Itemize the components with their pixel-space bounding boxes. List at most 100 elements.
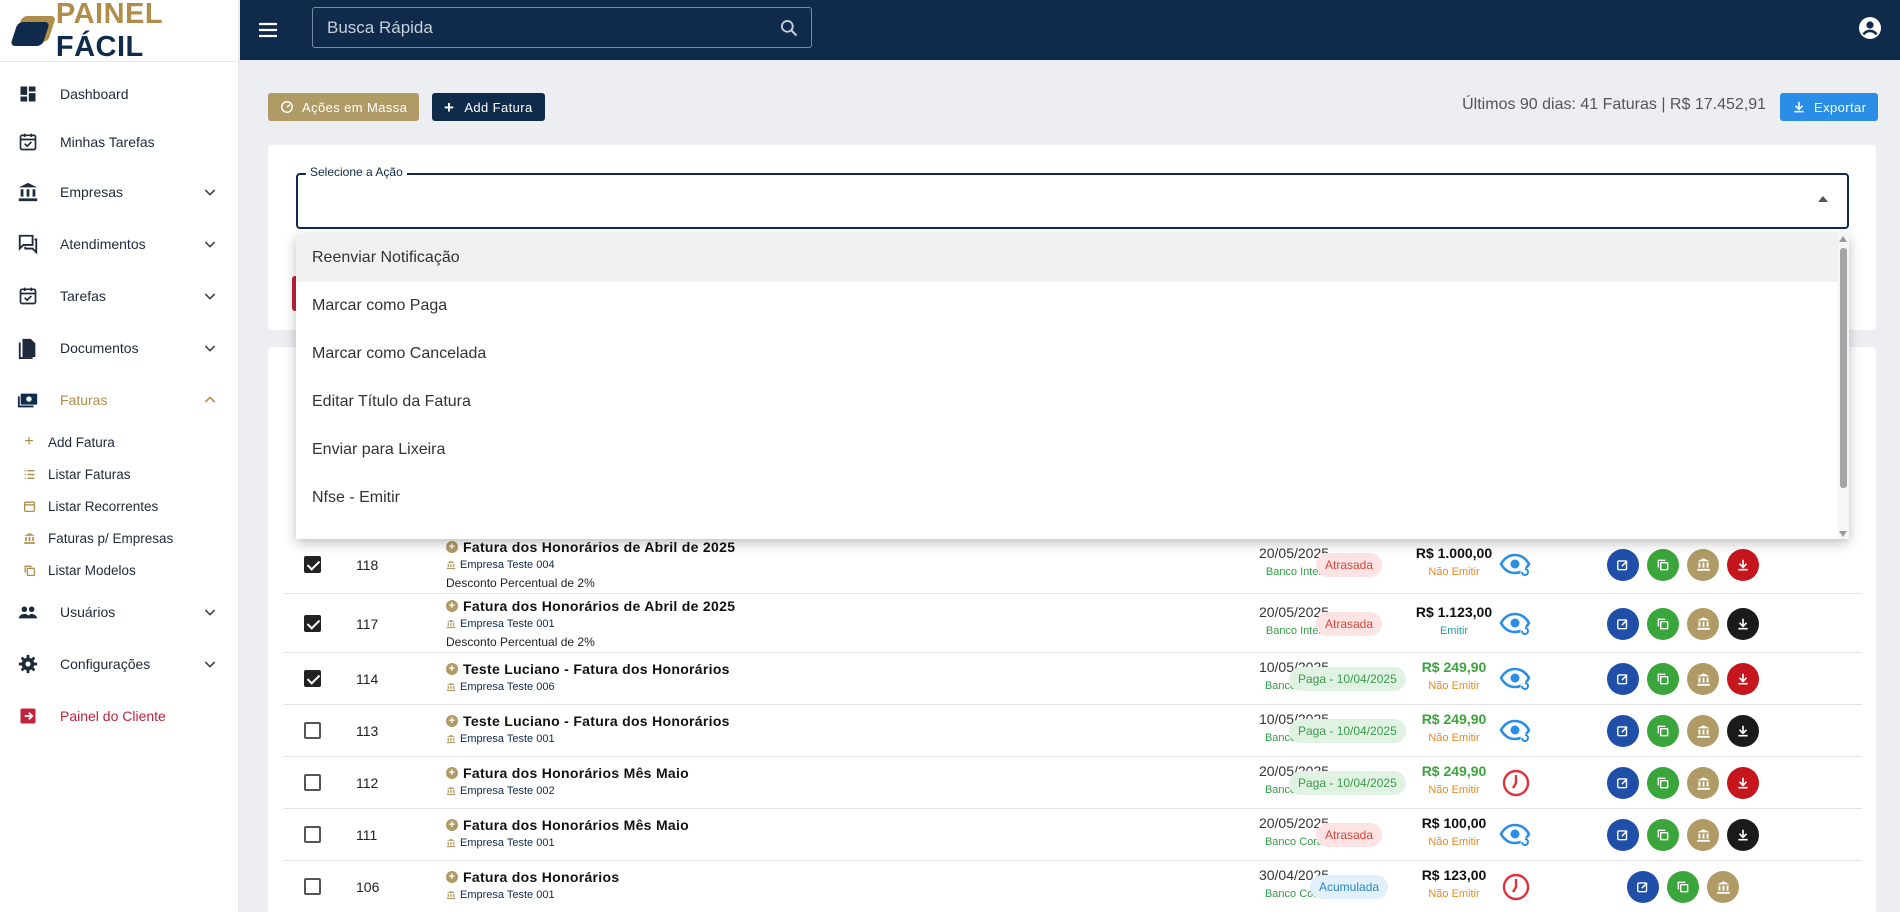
invoice-title[interactable]: + Teste Luciano - Fatura dos Honorários — [446, 713, 730, 729]
brand-logo[interactable]: PAINEL FÁCIL — [0, 0, 238, 63]
row-checkbox[interactable] — [304, 555, 321, 573]
search-input[interactable] — [313, 8, 811, 47]
nfse-status[interactable]: Não Emitir — [1428, 680, 1480, 692]
dropdown-scrollbar[interactable] — [1838, 234, 1849, 539]
duplicate-button[interactable] — [1667, 871, 1699, 903]
status-badge: Paga - 10/04/2025 — [1289, 771, 1406, 795]
sidebar-item-painel-do-cliente[interactable]: Painel do Cliente — [0, 690, 238, 742]
view-notification-icon[interactable] — [1499, 823, 1531, 847]
nfse-status[interactable]: Não Emitir — [1428, 784, 1480, 796]
search-icon[interactable] — [779, 18, 799, 43]
download-button[interactable] — [1727, 663, 1759, 695]
view-notification-icon[interactable] — [1499, 612, 1531, 636]
action-option-marcar-como-cancelada[interactable]: Marcar como Cancelada — [312, 345, 487, 362]
chevron-up-icon[interactable] — [202, 392, 218, 411]
download-button[interactable] — [1727, 607, 1759, 640]
clock-icon[interactable] — [1502, 769, 1530, 797]
download-button[interactable] — [1727, 548, 1759, 581]
chevron-down-icon[interactable] — [202, 184, 218, 203]
action-option-nfse-emitir[interactable]: Nfse - Emitir — [312, 489, 400, 506]
account-icon[interactable] — [1858, 16, 1882, 45]
invoice-title[interactable]: + Fatura dos Honorários Mês Maio — [446, 817, 689, 833]
edit-button[interactable] — [1607, 715, 1639, 747]
sidebar-item-empresas[interactable]: Empresas — [0, 166, 238, 218]
action-option-reenviar-notificacao[interactable]: Reenviar Notificação — [296, 234, 1849, 282]
view-notification-icon[interactable] — [1499, 667, 1531, 691]
action-option-enviar-para-lixeira[interactable]: Enviar para Lixeira — [312, 441, 446, 458]
bank-button[interactable] — [1687, 819, 1719, 851]
scrollbar-thumb[interactable] — [1840, 248, 1847, 488]
mass-actions-button[interactable]: Ações em Massa — [268, 93, 420, 121]
row-checkbox[interactable] — [304, 826, 321, 843]
invoice-due-date: 20/05/2025 — [1258, 604, 1330, 620]
invoice-title[interactable]: + Fatura dos Honorários de Abril de 2025 — [446, 539, 735, 555]
clock-icon[interactable] — [1502, 873, 1530, 901]
view-notification-icon[interactable] — [1499, 719, 1531, 743]
row-checkbox[interactable] — [304, 774, 321, 791]
duplicate-button[interactable] — [1647, 548, 1679, 581]
view-notification-icon[interactable] — [1499, 553, 1531, 577]
edit-button[interactable] — [1607, 819, 1639, 851]
sidebar-item-usuarios[interactable]: Usuários — [0, 586, 238, 638]
sidebar-subitem-faturas-p-empresas[interactable]: Faturas p/ Empresas — [0, 522, 238, 554]
invoice-title[interactable]: + Fatura dos Honorários de Abril de 2025 — [446, 598, 735, 614]
edit-button[interactable] — [1607, 767, 1639, 799]
edit-button[interactable] — [1607, 663, 1639, 695]
menu-icon[interactable] — [256, 18, 280, 42]
edit-button[interactable] — [1607, 607, 1639, 640]
duplicate-button[interactable] — [1647, 607, 1679, 640]
export-button[interactable]: Exportar — [1780, 93, 1879, 121]
duplicate-button[interactable] — [1647, 767, 1679, 799]
invoice-title[interactable]: + Fatura dos Honorários Mês Maio — [446, 765, 689, 781]
invoice-title[interactable]: + Fatura dos Honorários — [446, 869, 619, 885]
bank-button[interactable] — [1707, 871, 1739, 903]
scroll-up-icon[interactable] — [1839, 236, 1847, 242]
nfse-status[interactable]: Não Emitir — [1428, 732, 1480, 744]
duplicate-button[interactable] — [1647, 663, 1679, 695]
sidebar-subitem-listar-faturas[interactable]: Listar Faturas — [0, 458, 238, 490]
row-checkbox[interactable] — [304, 614, 321, 632]
nfse-status[interactable]: Não Emitir — [1428, 888, 1480, 900]
sidebar-item-minhas-tarefas[interactable]: Minhas Tarefas — [0, 118, 238, 166]
row-checkbox[interactable] — [304, 878, 321, 895]
sidebar-item-configuracoes[interactable]: Configurações — [0, 638, 238, 690]
chevron-down-icon[interactable] — [202, 604, 218, 623]
download-button[interactable] — [1727, 767, 1759, 799]
sidebar-item-atendimentos[interactable]: Atendimentos — [0, 218, 238, 270]
nfse-status[interactable]: Emitir — [1439, 625, 1469, 637]
chevron-down-icon[interactable] — [202, 236, 218, 255]
duplicate-button[interactable] — [1647, 819, 1679, 851]
sidebar-item-tarefas[interactable]: Tarefas — [0, 270, 238, 322]
invoice-title[interactable]: + Teste Luciano - Fatura dos Honorários — [446, 661, 730, 677]
scroll-down-icon[interactable] — [1839, 531, 1847, 537]
sidebar-item-dashboard[interactable]: Dashboard — [0, 70, 238, 118]
bank-button[interactable] — [1687, 767, 1719, 799]
action-option-marcar-como-paga[interactable]: Marcar como Paga — [312, 297, 448, 314]
bank-button[interactable] — [1687, 548, 1719, 581]
sidebar-item-faturas[interactable]: Faturas — [0, 374, 238, 426]
caret-up-icon[interactable] — [1818, 196, 1828, 202]
invoice-id: 114 — [356, 671, 379, 687]
download-button[interactable] — [1727, 715, 1759, 747]
nfse-status[interactable]: Não Emitir — [1428, 566, 1480, 578]
sidebar-subitem-listar-recorrentes[interactable]: Listar Recorrentes — [0, 490, 238, 522]
row-checkbox[interactable] — [304, 670, 321, 687]
edit-button[interactable] — [1627, 871, 1659, 903]
chevron-down-icon[interactable] — [202, 288, 218, 307]
download-button[interactable] — [1727, 819, 1759, 851]
sidebar-item-documentos[interactable]: Documentos — [0, 322, 238, 374]
add-invoice-button[interactable]: + Add Fatura — [432, 93, 545, 121]
action-option-editar-titulo-da-fatura[interactable]: Editar Título da Fatura — [312, 393, 471, 410]
bank-button[interactable] — [1687, 607, 1719, 640]
sidebar-subitem-add-fatura[interactable]: + Add Fatura — [0, 426, 238, 458]
bank-button[interactable] — [1687, 715, 1719, 747]
bank-button[interactable] — [1687, 663, 1719, 695]
action-select[interactable] — [296, 173, 1849, 229]
row-checkbox[interactable] — [304, 722, 321, 739]
chevron-down-icon[interactable] — [202, 656, 218, 675]
duplicate-button[interactable] — [1647, 715, 1679, 747]
sidebar-subitem-listar-modelos[interactable]: Listar Modelos — [0, 554, 238, 586]
nfse-status[interactable]: Não Emitir — [1428, 836, 1480, 848]
chevron-down-icon[interactable] — [202, 340, 218, 359]
edit-button[interactable] — [1607, 548, 1639, 581]
